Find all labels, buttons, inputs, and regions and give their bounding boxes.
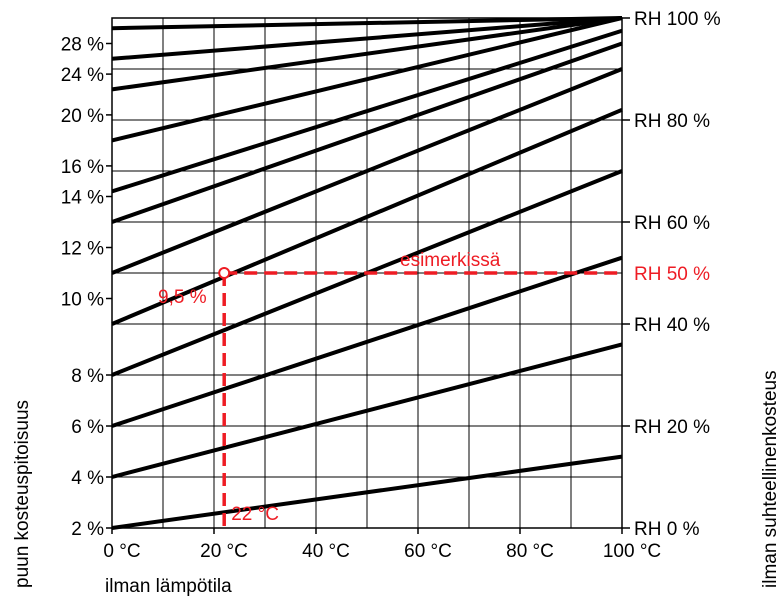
left-tick-label: 14 % [61,188,104,209]
right-tick-label: RH 60 % [634,213,710,234]
example-temperature-label: 22 °C [231,504,279,525]
right-tick-label: RH 0 % [634,519,700,540]
plot-frame [111,17,623,529]
y-axis-right-title: ilman suhteellinenkosteus [760,370,780,588]
x-tick-label: 100 °C [603,541,661,562]
series-line-10 [111,16,623,92]
x-tick-label: 40 °C [302,541,350,562]
left-tick-label: 8 % [71,366,104,387]
y-axis-left-title: puun kosteuspitoisuus [12,400,33,588]
left-tick-label: 24 % [61,65,104,86]
right-tick-label: RH 40 % [634,315,710,336]
series-line-8 [111,28,623,194]
left-tick-label: 28 % [61,35,104,56]
x-tick-label: 80 °C [506,541,554,562]
left-tick-label: 2 % [71,519,104,540]
series-line-5 [111,107,623,326]
right-tick-label: RH 100 % [634,9,721,30]
x-tick-label: 0 °C [103,541,140,562]
series-line-6 [111,67,623,275]
left-tick-label: 4 % [71,468,104,489]
left-tick-label: 10 % [61,290,104,311]
series-line-12 [111,16,623,31]
x-tick-label: 20 °C [200,541,248,562]
left-tick-label: 16 % [61,157,104,178]
series-line-7 [111,41,623,224]
series-line-2 [111,342,623,479]
x-axis-title: ilman lämpötila [105,576,232,597]
series-line-1 [111,454,623,530]
x-tick-label: 60 °C [404,541,452,562]
series-line-11 [111,16,623,61]
right-tick-label: RH 80 % [634,111,710,132]
example-overlay: 9,5 % esimerkissä 22 °C RH 50 % [158,250,710,528]
left-tick-label: 20 % [61,106,104,127]
example-caption: esimerkissä [400,250,501,271]
example-point-marker [218,267,231,279]
left-tick-label: 6 % [71,417,104,438]
tick-labels: 2 % 4 % 6 % 8 % 10 % 12 % 14 % 16 % 20 % 24 % 28 %… [61,9,721,562]
right-tick-label: RH 20 % [634,417,710,438]
plot-border [111,17,623,529]
example-moisture-label: 9,5 % [158,287,207,308]
series-line-3 [111,255,623,428]
example-rh-label: RH 50 % [634,264,710,285]
series-line-9 [111,16,623,143]
left-tick-label: 12 % [61,239,104,260]
